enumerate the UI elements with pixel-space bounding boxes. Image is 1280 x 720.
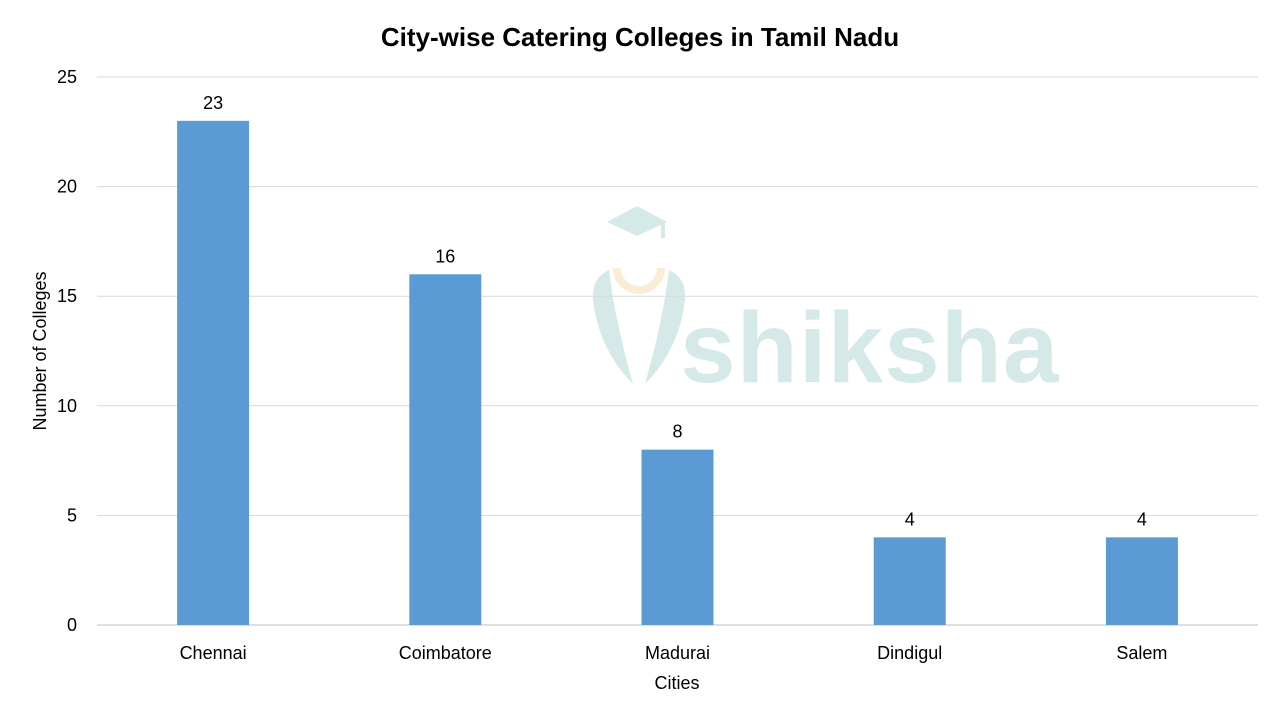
y-axis-label: Number of Colleges: [30, 271, 50, 430]
y-tick-label: 15: [57, 286, 77, 306]
x-tick-label: Salem: [1116, 643, 1167, 663]
data-label: 4: [1137, 509, 1147, 529]
y-tick-label: 5: [67, 505, 77, 525]
y-tick-label: 25: [57, 67, 77, 87]
bar-madurai: [641, 449, 714, 625]
bar-dindigul: [873, 537, 946, 625]
chart-title: City-wise Catering Colleges in Tamil Nad…: [380, 22, 900, 52]
x-axis-label: Cities: [654, 673, 699, 693]
data-label: 8: [672, 422, 682, 442]
data-label: 23: [203, 93, 223, 113]
bar-coimbatore: [409, 274, 482, 625]
data-label: 16: [435, 246, 455, 266]
y-tick-label: 10: [57, 396, 77, 416]
shiksha-watermark-logo: shiksha: [585, 200, 1058, 400]
x-tick-label: Madurai: [645, 643, 710, 663]
y-tick-label: 20: [57, 177, 77, 197]
x-tick-label: Chennai: [180, 643, 247, 663]
x-tick-label: Coimbatore: [399, 643, 492, 663]
bar-salem: [1105, 537, 1178, 625]
graduation-cap-icon: [592, 206, 686, 384]
data-label: 4: [905, 509, 915, 529]
bar-chennai: [177, 120, 250, 625]
y-tick-label: 0: [67, 615, 77, 635]
watermark-text: shiksha: [680, 292, 1060, 404]
x-tick-label: Dindigul: [877, 643, 942, 663]
